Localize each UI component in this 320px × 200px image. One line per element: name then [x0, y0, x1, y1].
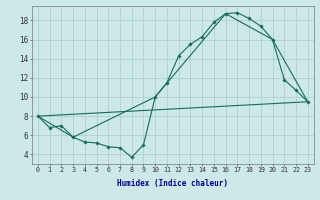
X-axis label: Humidex (Indice chaleur): Humidex (Indice chaleur) [117, 179, 228, 188]
